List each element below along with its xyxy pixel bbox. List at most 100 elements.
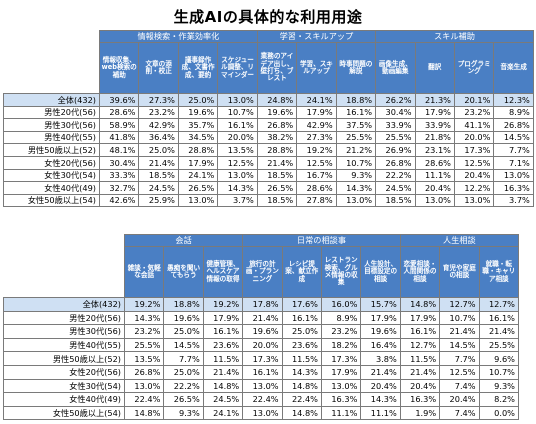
table-corner <box>3 30 100 94</box>
table-cell: 22.4% <box>281 392 322 407</box>
table-row: 男性50歳以上(52) 13.5% 7.7% 11.5% 17.3% 11.5% 17.3%… <box>3 351 519 366</box>
table-cell: 12.5% <box>453 155 495 170</box>
table-cell: 13.0% <box>123 378 165 394</box>
table-row: 男性40代(55) 41.8% 36.4% 34.5% 20.0% 38.2% 27.3% 2… <box>3 130 534 145</box>
row-label: 全体(432) <box>3 297 125 312</box>
table-cell: 13.0% <box>177 193 219 208</box>
column-header: 議事録作成、文書作成、要約 <box>177 42 219 94</box>
table-cell: 19.6% <box>360 324 401 339</box>
table-cell: 16.1% <box>399 324 441 339</box>
table-cell: 11.1% <box>360 405 401 421</box>
table-cell: 20.0% <box>453 130 495 145</box>
table-cell: 10.7% <box>439 310 480 326</box>
table-cell: 7.7% <box>439 351 480 366</box>
column-header: レストラン検索、グルメ情報の収集 <box>320 246 362 298</box>
table-cell: 25.0% <box>163 324 204 339</box>
table-cell: 42.6% <box>98 193 140 208</box>
row-label: 男性40代(55) <box>3 337 125 353</box>
table-cell: 13.0% <box>242 405 283 421</box>
column-header: 文章の添削・校正 <box>138 42 179 94</box>
table-cell: 10.7% <box>217 105 258 120</box>
row-label: 全体(432) <box>3 93 100 107</box>
table-cell: 14.5% <box>493 130 534 145</box>
table-cell: 8.9% <box>493 105 534 120</box>
table-cell: 16.3% <box>399 392 441 407</box>
table-cell: 18.5% <box>375 193 416 208</box>
table-cell: 23.2% <box>138 105 179 120</box>
table-cell: 11.1% <box>414 168 455 183</box>
table-cell: 26.9% <box>375 143 416 157</box>
table-cell: 25.5% <box>335 130 377 145</box>
table-cell: 21.4% <box>439 324 480 339</box>
table-cell: 21.4% <box>242 310 283 326</box>
group-header: 情報検索・作業効率化 <box>99 30 258 43</box>
table-cell: 23.6% <box>202 337 244 353</box>
table-cell: 3.7% <box>217 193 258 208</box>
table-cell: 12.5% <box>296 155 337 170</box>
table-cell: 12.7% <box>399 337 441 353</box>
table-cell: 9.6% <box>478 351 519 366</box>
table-cell: 25.5% <box>478 337 519 353</box>
table-cell: 13.0% <box>414 193 455 208</box>
table-cell: 9.3% <box>478 378 519 394</box>
table-cell: 16.1% <box>242 364 283 380</box>
column-header: 学習、スキルアップ <box>296 42 337 94</box>
table-cell: 21.4% <box>360 364 401 380</box>
table-cell: 33.9% <box>375 118 416 132</box>
row-label: 男性30代(56) <box>3 118 100 132</box>
table-row: 男性30代(56) 58.9% 42.9% 35.7% 16.1% 26.8% 42.9% 3… <box>3 118 534 132</box>
group-header: 人生相談 <box>399 234 519 247</box>
table-cell: 19.6% <box>177 105 219 120</box>
table-cell: 16.1% <box>202 324 244 339</box>
table-cell: 20.1% <box>453 93 495 107</box>
table-cell: 7.1% <box>493 155 534 170</box>
group-header: スキル補助 <box>375 30 534 43</box>
table-cell: 12.2% <box>453 181 495 195</box>
table-cell: 13.0% <box>320 378 362 394</box>
table-cell: 17.9% <box>360 310 401 326</box>
column-header: 愚痴を聞いてもらう <box>163 246 204 298</box>
table-row: 女性30代(54) 33.3% 18.5% 24.1% 13.0% 18.5% 16.7% 9… <box>3 168 534 183</box>
table-cell: 25.0% <box>163 364 204 380</box>
table-cell: 11.5% <box>399 351 441 366</box>
page-title: 生成AIの具体的な利用用途 <box>173 8 363 26</box>
table-cell: 23.2% <box>453 105 495 120</box>
table-cell: 13.0% <box>217 168 258 183</box>
row-label: 男性50歳以上(52) <box>3 351 125 366</box>
table-cell: 9.3% <box>335 168 377 183</box>
table-cell: 7.7% <box>493 143 534 157</box>
table-cell: 14.3% <box>123 310 165 326</box>
table-cell: 17.9% <box>177 155 219 170</box>
table-cell: 26.2% <box>375 93 416 107</box>
table-row: 女性20代(56) 30.4% 21.4% 17.9% 12.5% 21.4% 12.5% 1… <box>3 155 534 170</box>
column-header: 情報収集、web検索の補助 <box>98 42 140 94</box>
usage-table-2: 会話 日常の相談事 人生相談 雑談・気軽な会話 愚痴を聞いてもらう 健康管理、ヘルス… <box>3 234 519 421</box>
table-cell: 42.9% <box>138 118 179 132</box>
table-cell: 17.9% <box>320 364 362 380</box>
table-cell: 20.4% <box>399 378 441 394</box>
table-cell: 19.6% <box>163 310 204 326</box>
table-cell: 14.5% <box>439 337 480 353</box>
table-cell: 25.0% <box>177 93 219 107</box>
table-cell: 7.7% <box>163 351 204 366</box>
table-cell: 18.5% <box>256 193 298 208</box>
table-cell: 22.4% <box>242 392 283 407</box>
row-label: 男性20代(56) <box>3 105 100 120</box>
table-cell: 13.0% <box>335 193 377 208</box>
table-cell: 8.2% <box>478 392 519 407</box>
table-cell: 23.2% <box>320 324 362 339</box>
column-header: 音楽生成 <box>493 42 534 94</box>
table-cell: 16.7% <box>296 168 337 183</box>
table-cell: 23.2% <box>123 324 165 339</box>
table-cell: 10.7% <box>478 364 519 380</box>
table-cell: 27.8% <box>296 193 337 208</box>
table-cell: 12.5% <box>217 155 258 170</box>
row-label: 女性50歳以上(54) <box>3 405 125 421</box>
table-cell: 30.4% <box>98 155 140 170</box>
table-row: 全体(432) 19.2% 18.8% 19.2% 17.8% 17.6% 16.0% 15.… <box>3 297 519 312</box>
table-row: 男性20代(56) 14.3% 19.6% 17.9% 21.4% 16.1% 8.9% 17… <box>3 310 519 326</box>
table-cell: 24.1% <box>202 405 244 421</box>
table-cell: 41.1% <box>453 118 495 132</box>
table-cell: 28.6% <box>98 105 140 120</box>
table-cell: 21.4% <box>399 364 441 380</box>
